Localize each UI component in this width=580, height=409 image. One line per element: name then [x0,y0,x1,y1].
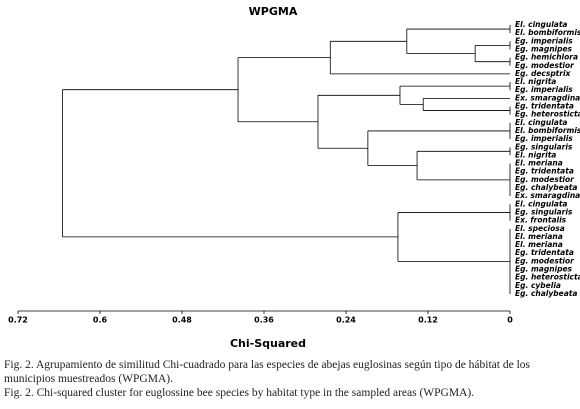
x-tick-label: 0.12 [418,316,438,325]
leaf-label: Eg. magnipes [515,265,573,274]
leaf-label: Eg. imperialis [515,134,573,143]
leaf-label: Eg. imperialis [515,36,573,45]
leaf-label: Eg. heterosticta [515,110,580,119]
x-tick-label: 0.48 [172,316,192,325]
leaf-label: El. cingulata [515,199,568,208]
x-tick-label: 0 [507,316,513,325]
leaf-label: Eg. tridentata [515,167,574,176]
caption: Fig. 2. Agrupamiento de similitud Chi-cu… [4,359,531,385]
leaf-label: El. nigrita [515,150,556,159]
leaf-label: Eg. hemichlora [515,53,578,62]
leaf-label: Eg. cybelia [515,281,561,290]
leaf-label: El. speciosa [515,224,565,233]
chart-title: WPGMA [249,5,298,18]
x-tick-label: 0.72 [8,316,28,325]
leaf-label: Ex. smaragdina [515,191,580,200]
x-axis-label: Chi-Squared [230,337,306,350]
leaf-label: Ex. frontalis [515,216,567,225]
leaf-label: El. meriana [515,232,563,241]
chart: WPGMA Chi-Squared 0.72 0.6 0.48 0.36 0.24 0.1… [8,5,580,350]
leaf-label: El. meriana [515,159,563,168]
leaf-label: Eg. heterosticta [515,273,580,282]
leaf-label: Eg. chalybeata [515,289,577,298]
leaf-label: El. nigrita [515,77,556,86]
leaf-label: El. bombiformis [515,126,580,135]
x-tick-label: 0.6 [93,316,108,325]
leaf-label: Eg. modestior [515,256,575,265]
leaf-label: Eg. tridentata [515,102,574,111]
leaf-label: Eg. singularis [515,207,573,216]
leaf-label: Eg. imperialis [515,85,573,94]
caption: Fig. 2. Chi-squared cluster for euglossi… [4,387,475,399]
leaf-label: El. cingulata [515,118,568,127]
leaf-label: Eg. modestior [515,175,575,184]
leaf-label: Eg. decsptrix [515,69,572,78]
leaf-label: El. bombiformis [515,28,580,37]
x-tick-label: 0.24 [336,316,356,325]
leaf-label: Eg. chalybeata [515,183,577,192]
leaf-label: Eg. magnipes [515,44,573,53]
leaf-label: Eg. modestior [515,61,575,70]
leaf-label: Eg. tridentata [515,248,574,257]
leaf-label: Ex. smaragdina [515,93,580,102]
x-tick-label: 0.36 [254,316,274,325]
leaf-label: Eg. singularis [515,142,573,151]
leaf-label: El. cingulata [515,20,568,29]
leaf-label: El. meriana [515,240,563,249]
